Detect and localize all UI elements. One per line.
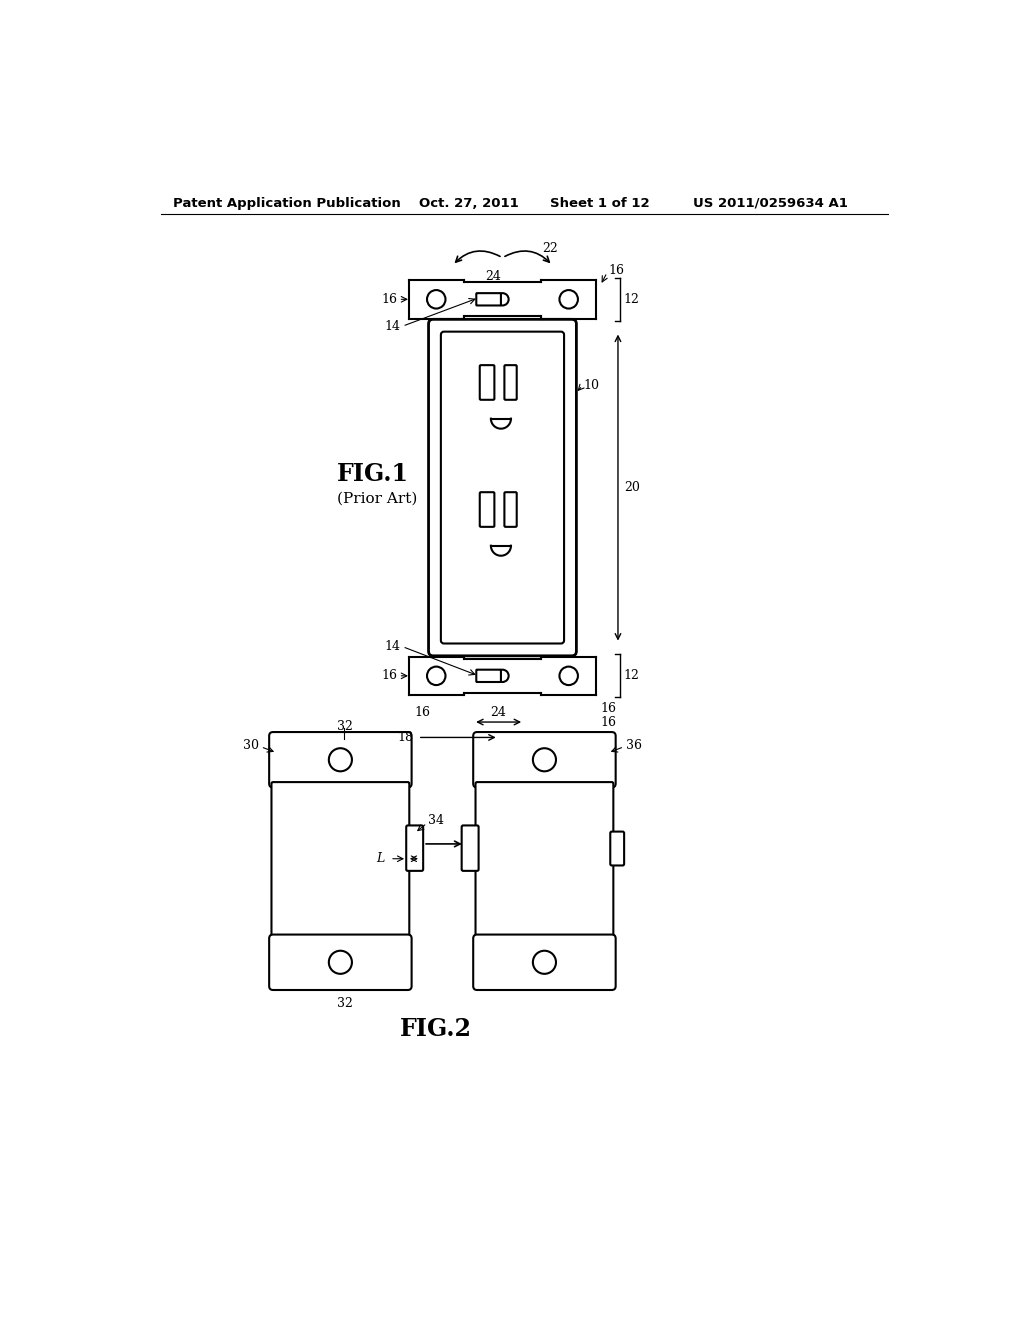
Circle shape bbox=[497, 669, 509, 682]
Circle shape bbox=[497, 293, 509, 305]
Text: 14: 14 bbox=[385, 319, 400, 333]
Text: 32: 32 bbox=[337, 997, 352, 1010]
Text: 24: 24 bbox=[485, 269, 501, 282]
FancyBboxPatch shape bbox=[271, 781, 410, 940]
Text: 16: 16 bbox=[608, 264, 624, 277]
Circle shape bbox=[532, 748, 556, 771]
Text: 16: 16 bbox=[381, 293, 397, 306]
FancyBboxPatch shape bbox=[505, 366, 517, 400]
Text: 36: 36 bbox=[626, 739, 642, 751]
FancyBboxPatch shape bbox=[462, 825, 478, 871]
Circle shape bbox=[559, 290, 578, 309]
Text: Patent Application Publication: Patent Application Publication bbox=[173, 197, 400, 210]
Text: FIG.1: FIG.1 bbox=[337, 462, 409, 486]
Text: 12: 12 bbox=[624, 669, 639, 682]
FancyBboxPatch shape bbox=[407, 825, 423, 871]
Text: US 2011/0259634 A1: US 2011/0259634 A1 bbox=[692, 197, 848, 210]
Text: 30: 30 bbox=[243, 739, 259, 751]
Text: 16: 16 bbox=[600, 702, 616, 714]
FancyBboxPatch shape bbox=[429, 319, 577, 656]
FancyBboxPatch shape bbox=[480, 366, 495, 400]
FancyBboxPatch shape bbox=[475, 781, 613, 940]
Text: Sheet 1 of 12: Sheet 1 of 12 bbox=[550, 197, 650, 210]
Text: 32: 32 bbox=[337, 721, 352, 733]
FancyBboxPatch shape bbox=[473, 935, 615, 990]
FancyBboxPatch shape bbox=[480, 492, 495, 527]
Text: 10: 10 bbox=[584, 379, 599, 392]
Text: 16: 16 bbox=[600, 715, 616, 729]
FancyBboxPatch shape bbox=[505, 492, 517, 527]
Text: 22: 22 bbox=[543, 242, 558, 255]
Circle shape bbox=[532, 950, 556, 974]
FancyBboxPatch shape bbox=[473, 733, 615, 788]
Circle shape bbox=[427, 667, 445, 685]
Text: (Prior Art): (Prior Art) bbox=[337, 492, 418, 506]
Text: 20: 20 bbox=[625, 480, 640, 494]
Text: FIG.2: FIG.2 bbox=[400, 1016, 472, 1040]
Text: 34: 34 bbox=[428, 814, 443, 828]
Circle shape bbox=[329, 950, 352, 974]
FancyBboxPatch shape bbox=[269, 733, 412, 788]
Text: 14: 14 bbox=[385, 640, 400, 653]
FancyBboxPatch shape bbox=[441, 331, 564, 644]
FancyBboxPatch shape bbox=[476, 669, 501, 682]
Text: 24: 24 bbox=[490, 706, 507, 719]
Text: Oct. 27, 2011: Oct. 27, 2011 bbox=[419, 197, 519, 210]
Circle shape bbox=[427, 290, 445, 309]
FancyBboxPatch shape bbox=[476, 293, 501, 305]
Text: 18: 18 bbox=[398, 731, 414, 744]
Text: L: L bbox=[377, 853, 385, 865]
FancyBboxPatch shape bbox=[610, 832, 625, 866]
Circle shape bbox=[559, 667, 578, 685]
Text: 16: 16 bbox=[414, 706, 430, 719]
Text: 12: 12 bbox=[624, 293, 639, 306]
Text: 16: 16 bbox=[381, 669, 397, 682]
FancyBboxPatch shape bbox=[269, 935, 412, 990]
Circle shape bbox=[329, 748, 352, 771]
